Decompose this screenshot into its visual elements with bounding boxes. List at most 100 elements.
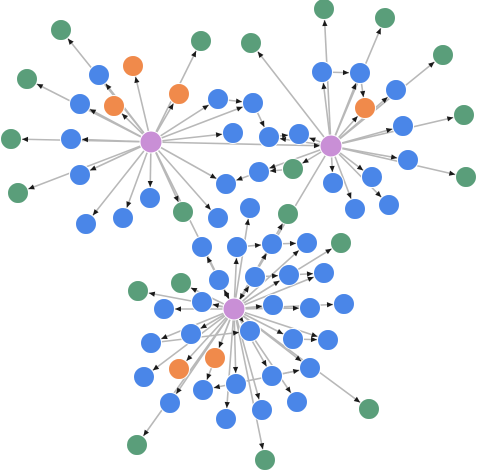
edge-arrowhead [351, 83, 357, 90]
entity-node[interactable] [397, 149, 419, 171]
entity-node[interactable] [112, 207, 134, 229]
attribute-node[interactable] [50, 19, 72, 41]
entity-node[interactable] [311, 61, 333, 83]
entity-node[interactable] [207, 207, 229, 229]
entity-node[interactable] [60, 128, 82, 150]
entity-node[interactable] [159, 392, 181, 414]
entity-node[interactable] [133, 366, 155, 388]
attribute-node[interactable] [432, 44, 454, 66]
edge-arrowhead [313, 143, 321, 149]
entity-node[interactable] [139, 187, 161, 209]
entity-node[interactable] [180, 323, 202, 345]
entity-node[interactable] [392, 115, 414, 137]
entity-node[interactable] [153, 298, 175, 320]
entity-node[interactable] [322, 172, 344, 194]
attribute-node[interactable] [254, 449, 276, 471]
entity-node[interactable] [333, 293, 355, 315]
entity-node[interactable] [215, 173, 237, 195]
attribute-node[interactable] [240, 32, 262, 54]
attribute-node[interactable] [358, 398, 380, 420]
entity-node[interactable] [313, 262, 335, 284]
highlighted-node[interactable] [354, 97, 376, 119]
attribute-node[interactable] [455, 166, 477, 188]
entity-node[interactable] [88, 64, 110, 86]
entity-node[interactable] [361, 166, 383, 188]
highlighted-node[interactable] [168, 358, 190, 380]
edge-arrowhead [218, 341, 224, 348]
entity-node[interactable] [288, 123, 310, 145]
edge-arrowhead [243, 286, 249, 293]
attribute-node[interactable] [172, 201, 194, 223]
entity-node[interactable] [239, 320, 261, 342]
highlighted-node[interactable] [168, 83, 190, 105]
hub-node[interactable] [319, 134, 343, 158]
entity-node[interactable] [261, 233, 283, 255]
highlighted-node[interactable] [204, 347, 226, 369]
graph-edge [233, 207, 251, 310]
entity-node[interactable] [262, 294, 284, 316]
entity-node[interactable] [299, 357, 321, 379]
entity-node[interactable] [344, 198, 366, 220]
entity-node[interactable] [225, 373, 247, 395]
edge-arrowhead [232, 330, 240, 336]
attribute-node[interactable] [7, 182, 29, 204]
entity-node[interactable] [317, 329, 339, 351]
edge-arrowhead [207, 256, 213, 264]
entity-node[interactable] [258, 126, 280, 148]
entity-node[interactable] [226, 236, 248, 258]
attribute-node[interactable] [313, 0, 335, 20]
hub-node[interactable] [222, 297, 246, 321]
hub-node[interactable] [139, 130, 163, 154]
attribute-node[interactable] [126, 434, 148, 456]
entity-node[interactable] [248, 161, 270, 183]
attribute-node[interactable] [16, 68, 38, 90]
highlighted-node[interactable] [103, 95, 125, 117]
entity-node[interactable] [299, 297, 321, 319]
entity-node[interactable] [251, 399, 273, 421]
edge-arrowhead [236, 175, 243, 181]
entity-node[interactable] [222, 122, 244, 144]
entity-node[interactable] [244, 266, 266, 288]
attribute-node[interactable] [374, 7, 396, 29]
edge-arrowhead [381, 97, 388, 104]
graph-edge [26, 78, 152, 143]
attribute-node[interactable] [453, 104, 475, 126]
entity-node[interactable] [261, 365, 283, 387]
edge-arrowhead [147, 180, 153, 188]
entity-node[interactable] [278, 264, 300, 286]
entity-node[interactable] [192, 379, 214, 401]
edge-arrowhead [254, 392, 260, 400]
graph-edge [233, 308, 263, 411]
edge-arrowhead [105, 83, 112, 91]
entity-node[interactable] [191, 291, 213, 313]
attribute-node[interactable] [277, 203, 299, 225]
entity-node[interactable] [378, 194, 400, 216]
entity-node[interactable] [140, 332, 162, 354]
attribute-node[interactable] [282, 158, 304, 180]
entity-node[interactable] [286, 391, 308, 413]
attribute-node[interactable] [127, 280, 149, 302]
entity-node[interactable] [282, 328, 304, 350]
attribute-node[interactable] [330, 232, 352, 254]
entity-node[interactable] [75, 213, 97, 235]
entity-node[interactable] [242, 92, 264, 114]
attribute-node[interactable] [0, 128, 22, 150]
edge-arrowhead [307, 276, 314, 282]
entity-node[interactable] [349, 62, 371, 84]
attribute-node[interactable] [190, 30, 212, 52]
entity-node[interactable] [207, 88, 229, 110]
entity-node[interactable] [385, 79, 407, 101]
highlighted-node[interactable] [122, 55, 144, 77]
edge-arrowhead [212, 303, 220, 309]
edge-arrowhead [186, 354, 193, 361]
entity-node[interactable] [69, 164, 91, 186]
attribute-node[interactable] [170, 272, 192, 294]
entity-node[interactable] [215, 408, 237, 430]
entity-node[interactable] [296, 232, 318, 254]
entity-node[interactable] [191, 236, 213, 258]
edge-arrowhead [168, 103, 174, 110]
entity-node[interactable] [69, 93, 91, 115]
entity-node[interactable] [208, 269, 230, 291]
entity-node[interactable] [239, 197, 261, 219]
edge-arrowhead [309, 137, 316, 143]
